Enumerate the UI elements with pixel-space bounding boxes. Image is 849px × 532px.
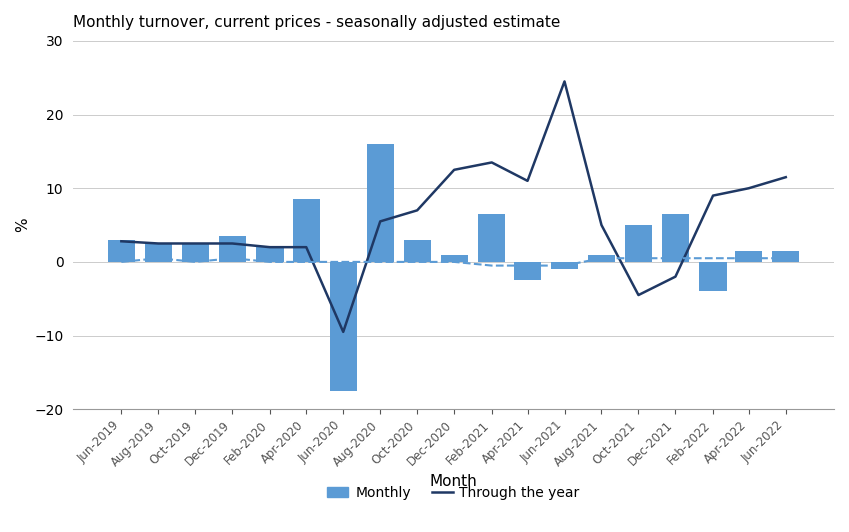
Bar (772, 251, 800, 262)
Bar (256, 247, 284, 262)
Bar (735, 251, 762, 262)
Bar (441, 254, 468, 262)
Bar (478, 214, 505, 262)
Y-axis label: %: % (15, 218, 30, 232)
Bar (367, 144, 394, 262)
Bar (329, 262, 357, 391)
Bar (551, 262, 578, 269)
Bar (108, 240, 135, 262)
Bar (182, 244, 209, 262)
Bar (700, 262, 727, 292)
Bar (293, 200, 320, 262)
Bar (662, 214, 689, 262)
Text: Monthly turnover, current prices - seasonally adjusted estimate: Monthly turnover, current prices - seaso… (73, 15, 560, 30)
Bar (403, 240, 430, 262)
Legend: Monthly, Through the year: Monthly, Through the year (322, 480, 585, 505)
X-axis label: Month: Month (430, 474, 477, 489)
Bar (144, 244, 172, 262)
Bar (625, 225, 652, 262)
Bar (588, 254, 616, 262)
Bar (514, 262, 541, 280)
Bar (219, 236, 246, 262)
